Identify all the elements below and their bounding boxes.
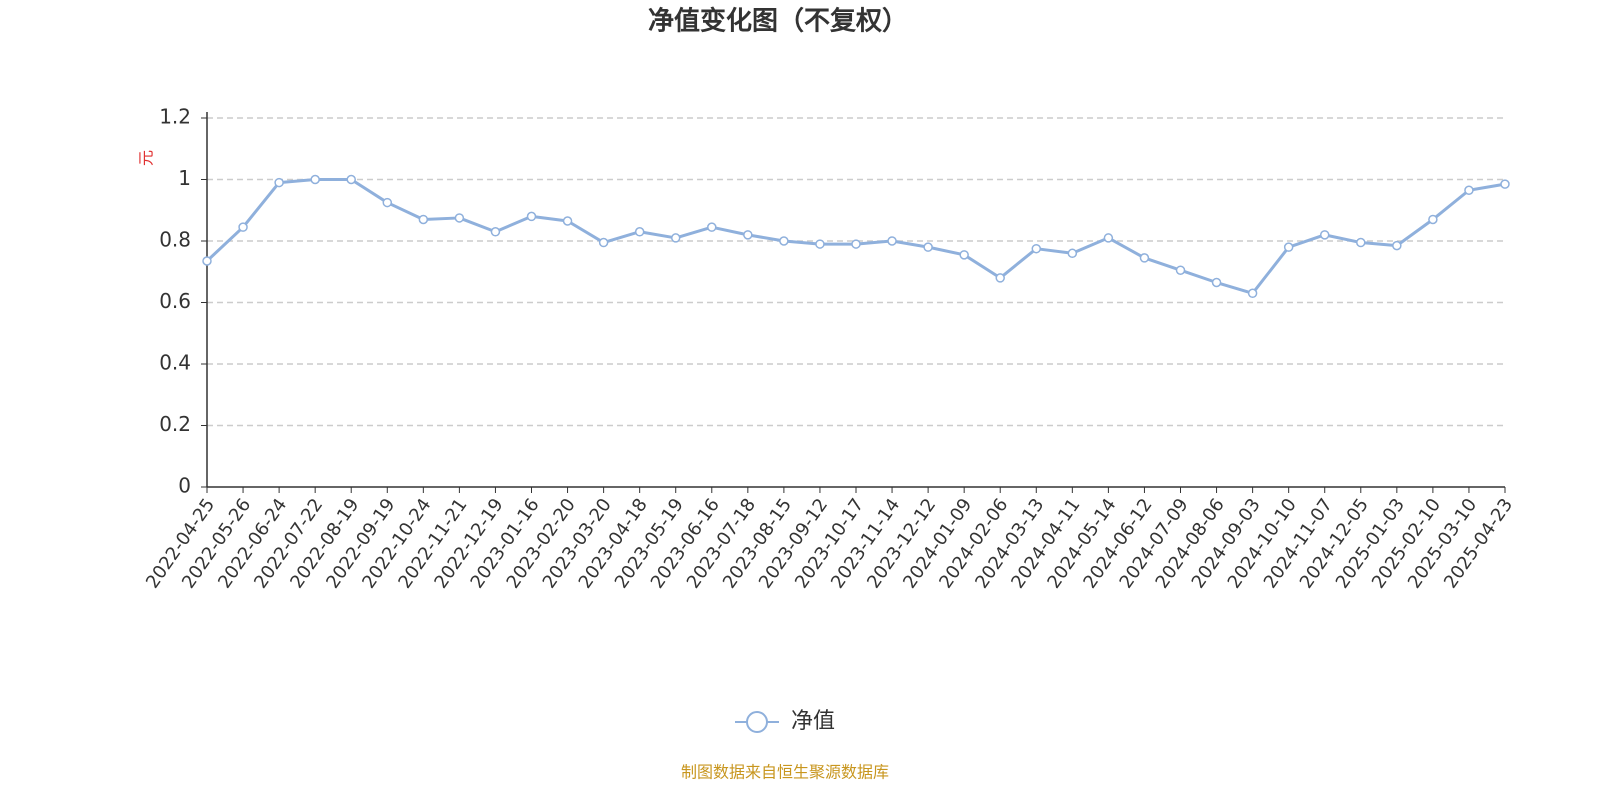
point [923, 242, 933, 252]
point [274, 177, 284, 188]
chart-title: 净值变化图（不复权） [648, 6, 908, 37]
y-tick-label: 0.8 [159, 228, 191, 252]
legend-label: 净值 [791, 709, 835, 734]
point [815, 239, 825, 249]
point [1067, 248, 1078, 259]
point [454, 213, 465, 223]
point [887, 236, 897, 246]
source-note: 制图数据来自恒生聚源数据库 [681, 763, 889, 782]
point [490, 227, 501, 237]
point [526, 211, 537, 222]
point [743, 230, 753, 240]
point [346, 174, 356, 185]
point [1175, 265, 1186, 275]
point [634, 227, 645, 237]
point [1500, 179, 1510, 189]
y-tick-label: 0 [178, 474, 191, 498]
point [1356, 237, 1366, 248]
point [707, 222, 717, 232]
point [382, 197, 393, 208]
point [1319, 230, 1330, 240]
point [1031, 243, 1042, 254]
y-axis-label: 元 [137, 150, 156, 166]
legend-marker [746, 711, 768, 733]
y-tick-label: 1 [178, 166, 191, 190]
y-tick-label: 0.2 [159, 412, 191, 436]
point [1103, 233, 1114, 243]
point [1139, 253, 1150, 263]
point [238, 222, 248, 232]
y-tick-label: 0.4 [159, 351, 191, 375]
point [1283, 242, 1294, 252]
point [1392, 240, 1402, 251]
point [598, 237, 609, 248]
y-tick-label: 0.6 [159, 289, 191, 313]
point [779, 236, 789, 246]
y-tick-label: 1.2 [159, 105, 191, 129]
point [562, 216, 573, 226]
point [310, 174, 320, 185]
point [959, 250, 969, 260]
series-line [205, 178, 1506, 295]
point [851, 239, 861, 249]
point [418, 214, 429, 225]
point [1211, 277, 1222, 288]
point [670, 233, 681, 243]
point [1247, 288, 1258, 299]
point [1428, 214, 1438, 225]
point [1464, 185, 1474, 196]
point [995, 273, 1005, 283]
point [202, 256, 212, 266]
